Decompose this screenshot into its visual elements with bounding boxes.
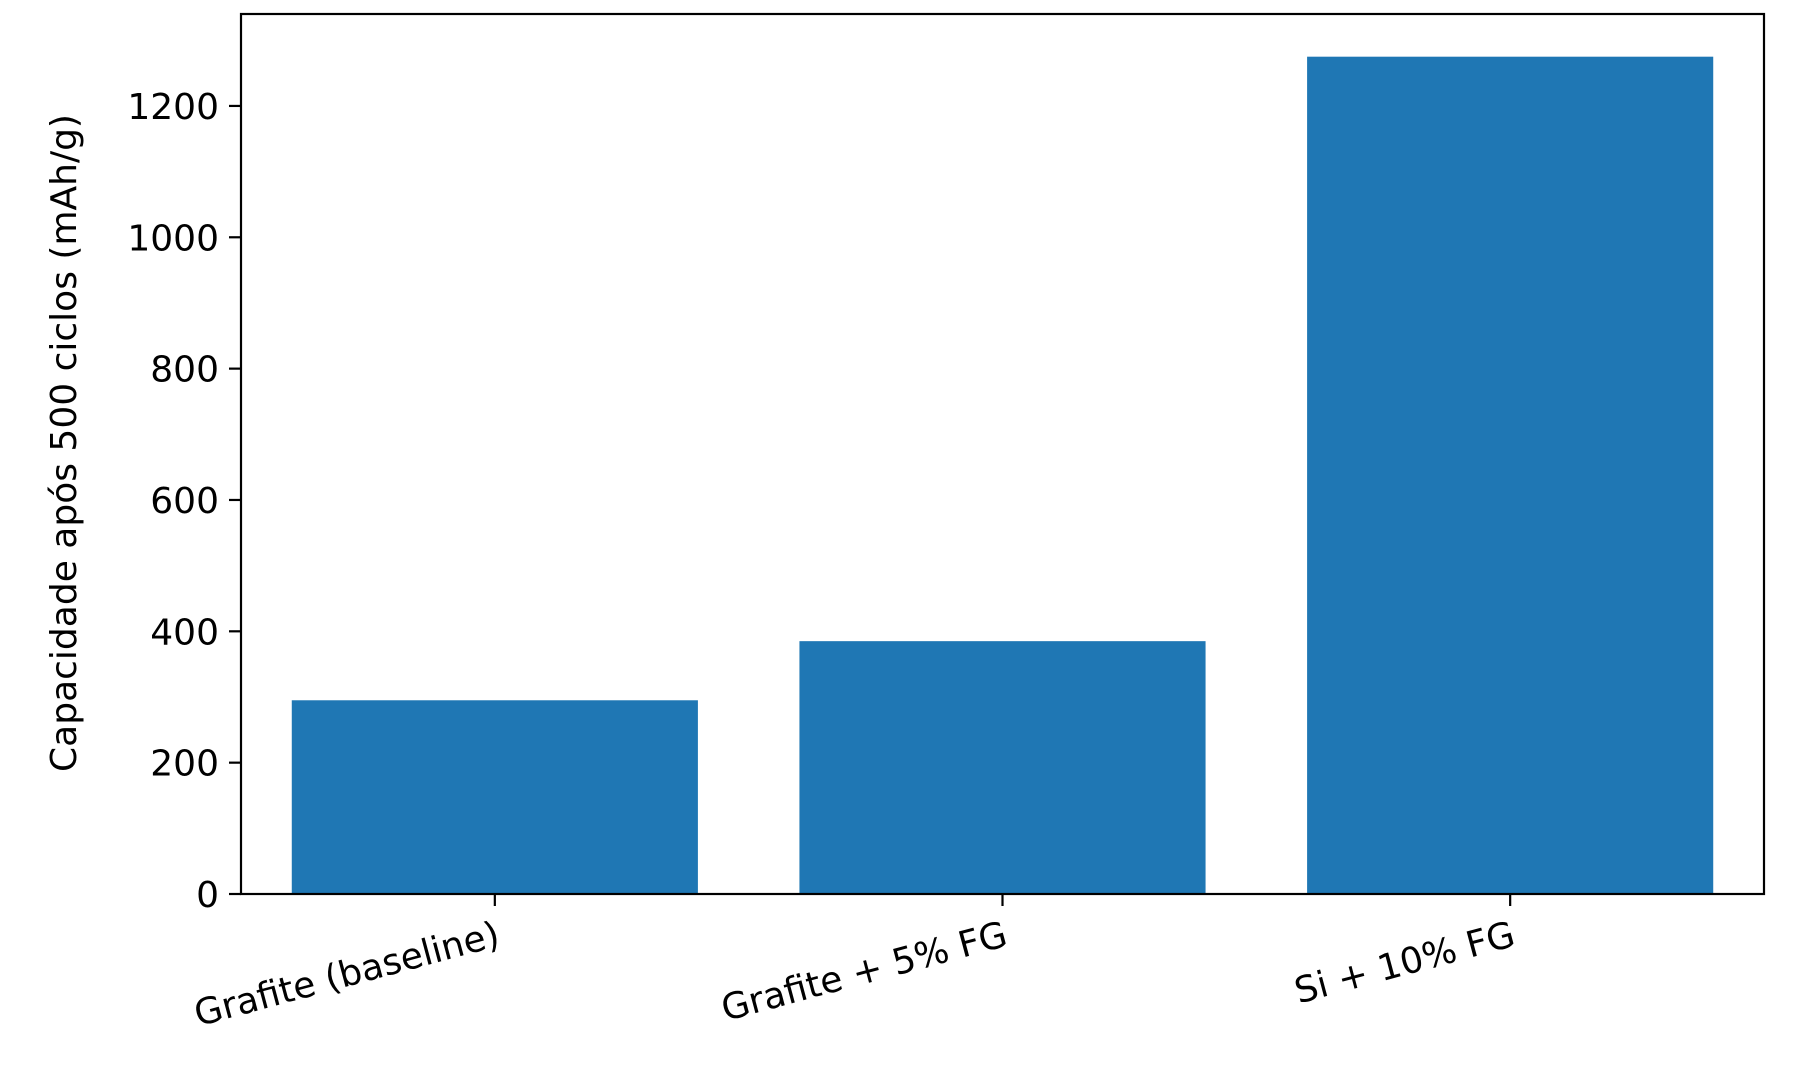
y-tick-label-1: 200 — [150, 744, 219, 785]
y-tick-label-4: 800 — [150, 350, 219, 391]
bar-0 — [291, 700, 698, 894]
bars-layer — [291, 56, 1714, 894]
y-axis-title: Capacidade após 500 ciclos (mAh/g) — [44, 114, 85, 772]
x-tick-label-0: Grafite (baseline) — [190, 914, 504, 1035]
x-tick-label-2: Si + 10% FG — [1290, 914, 1519, 1012]
x-tick-label-1: Grafite + 5% FG — [717, 914, 1012, 1030]
y-tick-label-2: 400 — [150, 612, 219, 653]
bar-1 — [799, 641, 1206, 894]
y-tick-label-3: 600 — [150, 481, 219, 522]
y-tick-label-6: 1200 — [127, 87, 219, 128]
y-tick-label-0: 0 — [196, 875, 219, 916]
bar-2 — [1307, 56, 1714, 894]
y-tick-label-5: 1000 — [127, 218, 219, 259]
